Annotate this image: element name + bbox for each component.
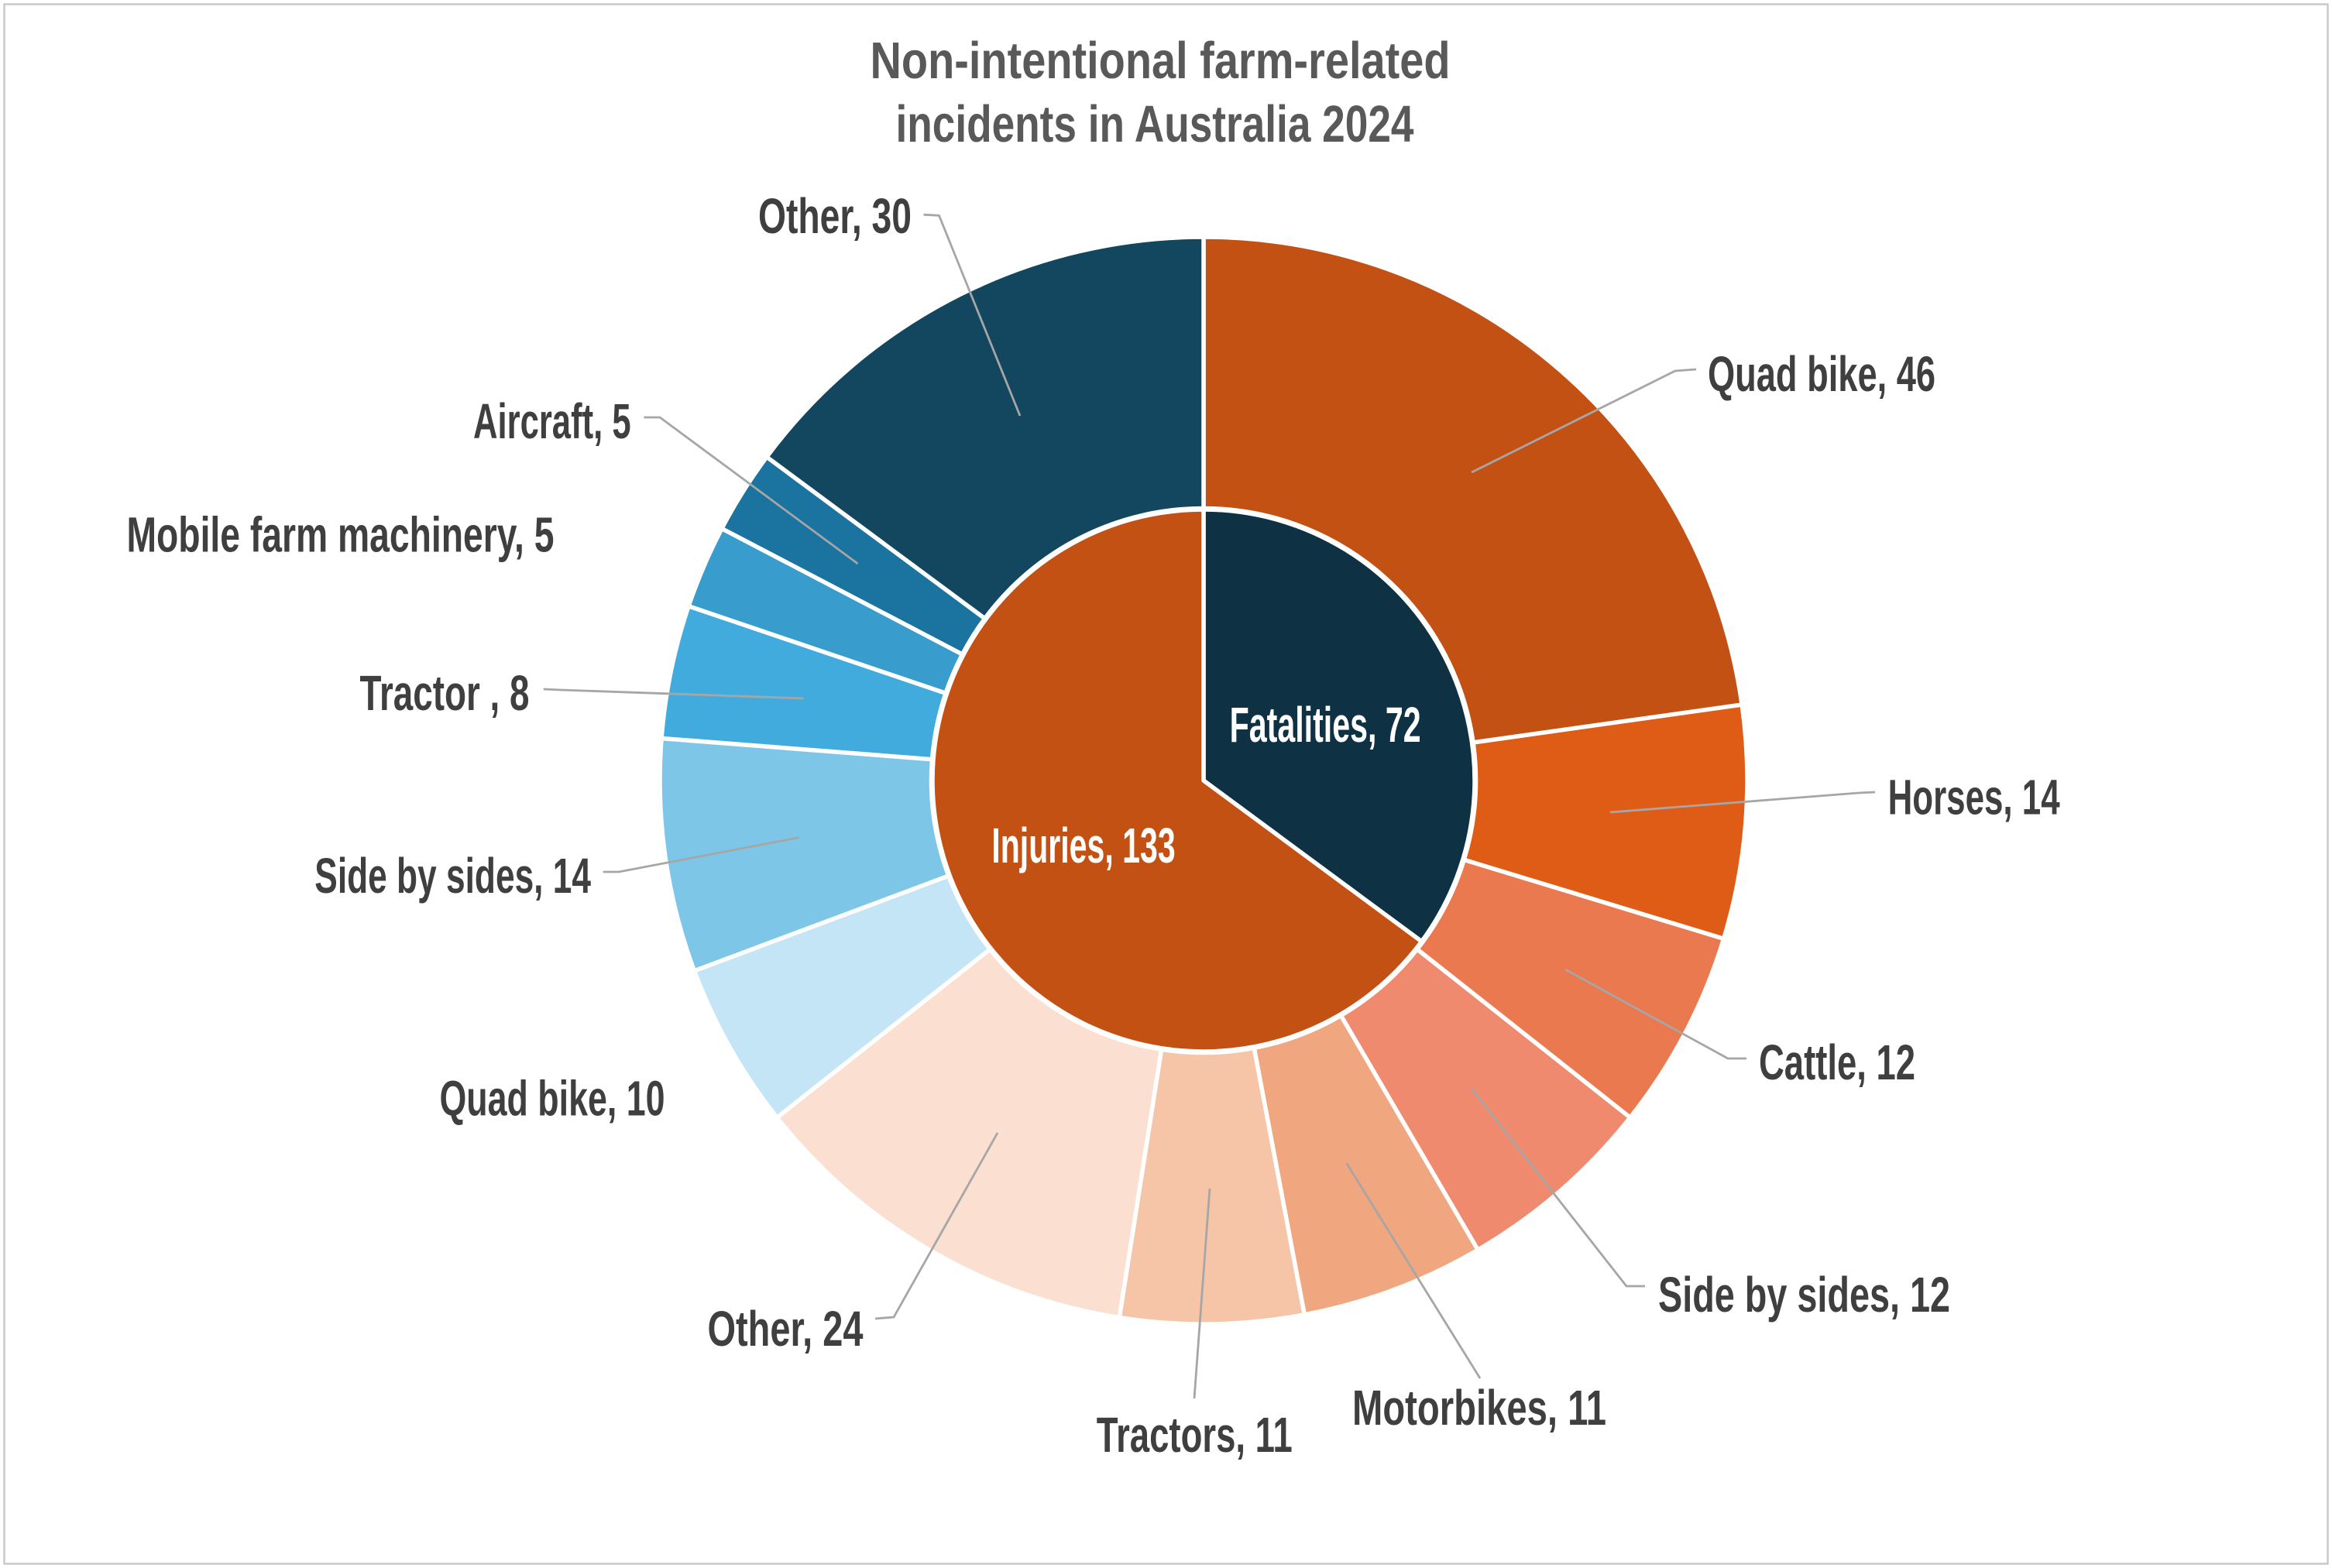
svg-text:Other, 24: Other, 24 <box>708 1301 864 1357</box>
svg-text:Non-intentional farm-related: Non-intentional farm-related <box>871 32 1451 90</box>
svg-text:Aircraft, 5: Aircraft, 5 <box>473 393 631 449</box>
svg-text:Quad bike, 46: Quad bike, 46 <box>1708 346 1935 402</box>
svg-text:Tractor , 8: Tractor , 8 <box>360 665 530 721</box>
svg-text:Motorbikes, 11: Motorbikes, 11 <box>1352 1380 1606 1436</box>
svg-text:Tractors, 11: Tractors, 11 <box>1097 1407 1293 1463</box>
svg-text:Mobile farm machinery, 5: Mobile farm machinery, 5 <box>127 507 555 563</box>
svg-text:Injuries, 133: Injuries, 133 <box>991 818 1175 873</box>
svg-text:Other, 30: Other, 30 <box>758 188 912 244</box>
svg-text:Fatalities, 72: Fatalities, 72 <box>1230 697 1421 753</box>
svg-text:Cattle, 12: Cattle, 12 <box>1759 1034 1915 1090</box>
svg-text:incidents in Australia 2024: incidents in Australia 2024 <box>896 95 1414 153</box>
svg-text:Side by sides, 12: Side by sides, 12 <box>1658 1267 1950 1323</box>
svg-text:Quad bike, 10: Quad bike, 10 <box>440 1071 665 1127</box>
svg-text:Side by sides, 14: Side by sides, 14 <box>314 848 591 904</box>
svg-text:Horses, 14: Horses, 14 <box>1888 770 2060 825</box>
